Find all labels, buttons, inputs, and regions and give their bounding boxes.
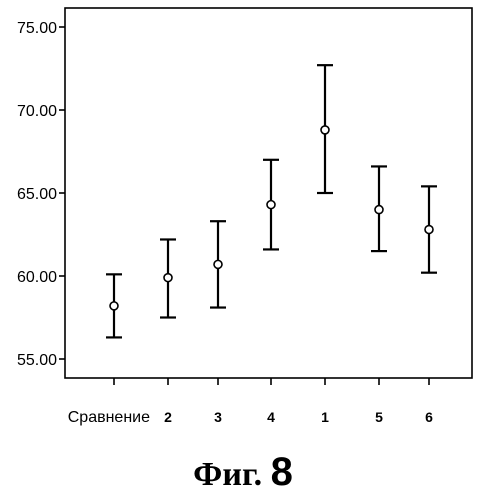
axes <box>65 8 472 378</box>
mean-point <box>425 226 433 234</box>
y-tick-label: 55.00 <box>17 352 57 369</box>
mean-point <box>375 206 383 214</box>
mean-point <box>164 274 172 282</box>
mean-point <box>267 201 275 209</box>
y-axis-ticks: 55.00 60.00 65.00 70.00 75.00 <box>17 20 65 369</box>
x-tick-label: 1 <box>321 409 329 425</box>
x-tick-label: 4 <box>267 409 275 425</box>
y-tick-label: 70.00 <box>17 103 57 120</box>
y-tick-label: 65.00 <box>17 186 57 203</box>
plot-frame <box>65 8 472 378</box>
x-tick-label: 5 <box>375 409 383 425</box>
mean-point <box>214 260 222 268</box>
data-marks <box>106 65 437 337</box>
x-tick-label: Сравнение <box>68 409 150 426</box>
x-axis-labels: Сравнение 2 3 4 1 5 6 <box>68 378 433 426</box>
mean-point <box>321 126 329 134</box>
figure-caption-number: 8 <box>271 450 293 494</box>
mean-point <box>110 302 118 310</box>
x-tick-label: 6 <box>425 409 433 425</box>
x-tick-label: 3 <box>214 409 222 425</box>
figure-caption-word: Фиг. <box>193 456 262 493</box>
x-tick-label: 2 <box>164 409 172 425</box>
y-tick-label: 75.00 <box>17 20 57 37</box>
figure-caption: Фиг. 8 <box>0 452 486 495</box>
y-tick-label: 60.00 <box>17 269 57 286</box>
